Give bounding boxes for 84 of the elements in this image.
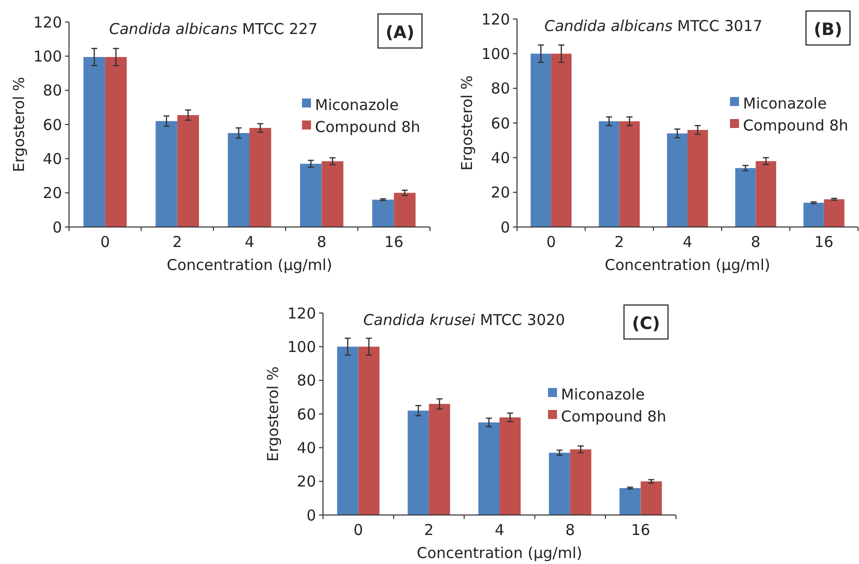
bar [640, 481, 662, 515]
y-axis-title: Ergosterol % [264, 366, 282, 462]
x-axis-title: Concentration (µg/ml) [416, 544, 582, 562]
chart-title: Candida albicans MTCC 227 [109, 20, 318, 38]
y-tick-label: 80 [296, 372, 316, 390]
x-tick-label: 2 [172, 233, 182, 251]
y-tick-label: 60 [490, 114, 510, 132]
bar [551, 54, 572, 227]
y-tick-label: 80 [490, 80, 510, 98]
legend-label: Miconazole [315, 96, 399, 114]
bar [667, 133, 688, 227]
y-tick-label: 0 [52, 218, 62, 236]
y-tick-label: 20 [490, 184, 510, 202]
bar [500, 417, 521, 515]
legend-label: Compound 8h [743, 116, 848, 134]
annotation: (C) [632, 314, 660, 334]
x-tick-label: 0 [100, 233, 110, 251]
bar [105, 57, 127, 227]
x-tick-label: 16 [384, 233, 404, 251]
x-tick-label: 16 [814, 233, 834, 251]
legend-label: Miconazole [561, 385, 645, 404]
annotation: (B) [814, 20, 842, 40]
y-tick-label: 20 [42, 184, 62, 202]
x-tick-label: 0 [354, 521, 364, 539]
bar [619, 121, 640, 227]
y-tick-label: 0 [306, 506, 316, 524]
x-tick-label: 4 [682, 233, 692, 251]
y-tick-label: 100 [481, 44, 510, 63]
y-tick-label: 100 [33, 47, 62, 66]
y-tick-label: 0 [500, 218, 510, 236]
bar [428, 404, 450, 515]
annotation: (A) [386, 23, 414, 43]
x-tick-label: 2 [614, 233, 624, 251]
y-tick-label: 100 [287, 338, 316, 356]
bar [250, 128, 272, 227]
x-tick-label: 16 [631, 521, 650, 539]
x-tick-label: 0 [546, 233, 556, 251]
y-tick-label: 40 [42, 150, 62, 168]
y-axis-title: Ergosterol % [10, 76, 28, 172]
y-axis-title: Ergosterol % [458, 75, 476, 171]
bar [620, 488, 641, 515]
bar [372, 200, 394, 227]
bar [83, 57, 106, 227]
bar [478, 422, 500, 515]
x-axis-title: Concentration (µg/ml) [166, 256, 332, 274]
bar [156, 121, 178, 227]
y-tick-label: 60 [296, 405, 316, 424]
bar [408, 410, 429, 515]
y-tick-label: 20 [296, 472, 316, 491]
bar [358, 346, 380, 515]
bar [322, 161, 344, 227]
x-axis-title: Concentration (µg/ml) [604, 256, 770, 274]
x-tick-label: 8 [565, 521, 575, 539]
bar [228, 133, 250, 227]
bar [756, 161, 776, 227]
y-tick-label: 60 [42, 116, 62, 134]
y-tick-label: 120 [287, 304, 316, 322]
chart-title: Candida krusei MTCC 3020 [363, 311, 566, 329]
y-tick-label: 120 [33, 13, 62, 32]
bar [530, 54, 552, 227]
y-tick-label: 80 [42, 82, 62, 100]
legend-label: Compound 8h [315, 118, 420, 136]
bar [177, 115, 199, 227]
bar [337, 346, 358, 515]
bar [570, 449, 592, 515]
bar [300, 164, 322, 227]
legend-label: Compound 8h [561, 407, 666, 426]
chart-title: Candida albicans MTCC 3017 [544, 17, 762, 35]
bar [803, 202, 824, 227]
bar [394, 192, 416, 227]
x-tick-label: 2 [424, 521, 434, 539]
y-tick-label: 120 [481, 10, 510, 28]
legend-label: Miconazole [743, 94, 827, 112]
x-tick-label: 8 [750, 233, 760, 251]
y-tick-label: 40 [296, 438, 316, 457]
x-tick-label: 4 [494, 521, 504, 539]
y-tick-label: 40 [490, 148, 510, 167]
bar [735, 168, 756, 227]
bar [688, 130, 708, 227]
x-tick-label: 4 [244, 233, 254, 251]
x-tick-label: 8 [316, 233, 326, 251]
bar [598, 121, 620, 227]
bar [548, 452, 570, 515]
bar [824, 199, 844, 227]
